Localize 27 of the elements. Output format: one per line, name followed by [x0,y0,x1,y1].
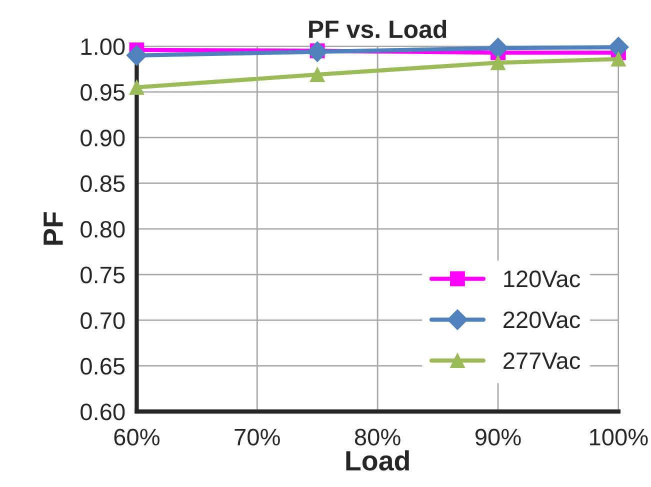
legend-label: 220Vac [504,311,580,328]
x-tick-label: 60% [114,428,160,446]
y-tick-label: 0.65 [80,358,125,375]
legend-label: 277Vac [504,352,580,370]
x-axis-title: Load [346,450,409,471]
x-tick-label: 80% [354,428,400,446]
chart-title: PF vs. Load [309,20,446,38]
legend-label: 120Vac [504,270,580,288]
point [490,55,506,70]
point [610,52,626,67]
y-tick-label: 0.85 [80,175,125,192]
point [307,41,328,62]
y-tick-label: 0.70 [80,312,125,329]
y-axis-title: PF [44,212,63,245]
x-tick-label: 90% [475,428,521,446]
x-tick-label: 70% [234,428,280,446]
y-tick-label: 0.90 [80,130,125,146]
point [126,45,148,66]
y-tick-label: 0.75 [80,266,125,284]
point [129,80,144,95]
x-tick-label: 100% [590,428,648,446]
y-tick-label: 0.80 [80,220,125,238]
y-tick-label: 0.60 [80,404,125,420]
y-tick-label: 0.95 [80,84,125,101]
y-tick-label: 1.00 [81,38,125,56]
point [488,38,508,58]
point [310,67,325,82]
